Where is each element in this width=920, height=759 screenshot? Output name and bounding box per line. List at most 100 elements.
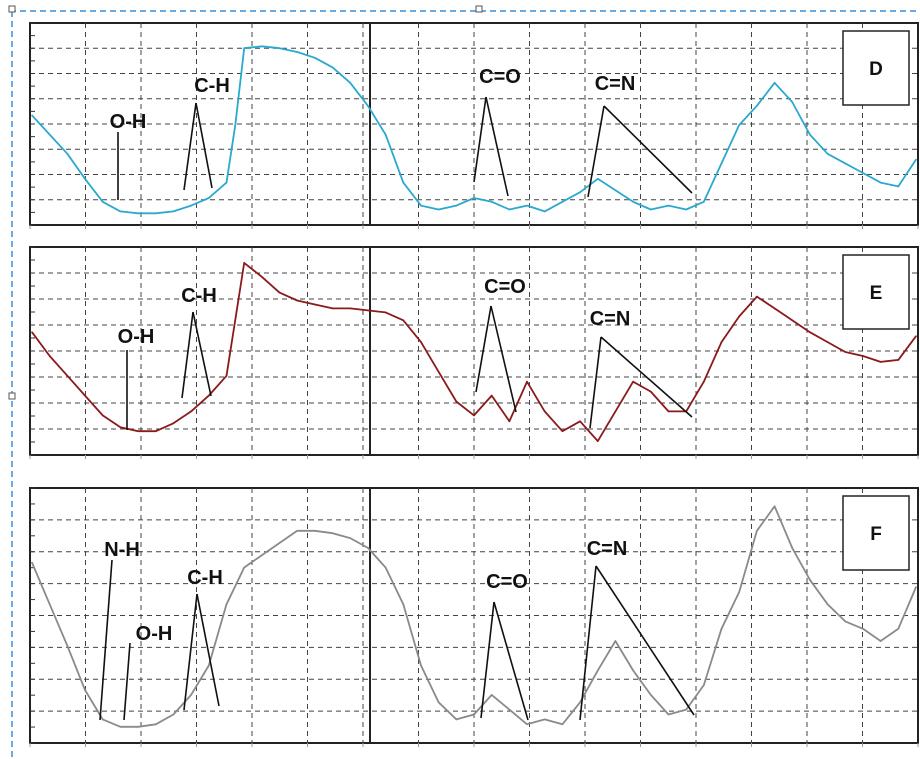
annotation-ch: C-H — [181, 285, 217, 399]
spectrum-point — [172, 713, 175, 716]
spectrum-point — [402, 181, 405, 184]
annotation-leader-line — [123, 642, 131, 721]
spectrum-point — [225, 181, 228, 184]
spectrum-point — [561, 723, 564, 726]
spectrum-point — [66, 374, 69, 377]
spectrum-point — [897, 627, 900, 630]
spectrum-point — [543, 410, 546, 413]
spectrum-point — [596, 177, 599, 180]
spectrum-point — [314, 303, 316, 306]
spectrum-point — [632, 380, 634, 383]
spectrum-point — [650, 694, 652, 696]
spectrum-point — [367, 105, 369, 107]
spectrum-point — [791, 101, 794, 103]
spectrum-point — [278, 542, 281, 544]
spectrum-point — [243, 566, 245, 569]
spectrum-point — [526, 723, 528, 726]
spectrum-point — [738, 124, 740, 126]
spectrum-point — [137, 725, 139, 728]
annotation-label: C=N — [595, 73, 636, 95]
spectrum-point — [897, 359, 900, 361]
spectrum-point — [773, 505, 776, 508]
spectrum-point — [455, 718, 458, 721]
spectrum-point — [437, 208, 440, 211]
panel-label-box — [842, 495, 910, 571]
spectrum-point — [543, 718, 546, 721]
spectrum-point — [296, 529, 299, 532]
spectrum-point — [234, 124, 237, 126]
spectrum-point — [119, 426, 122, 429]
spectrum-point — [119, 210, 122, 213]
annotation-label: C-H — [194, 75, 230, 97]
resize-handle-left-middle[interactable] — [8, 392, 16, 400]
spectrum-point — [48, 355, 51, 357]
spectrum-point — [190, 694, 192, 696]
spectrum-point — [614, 189, 617, 192]
annotation-cn: C=N — [587, 73, 693, 198]
spectrum-point — [225, 603, 228, 606]
spectrum-point — [773, 307, 776, 310]
spectrum-point — [738, 315, 740, 318]
spectrum-point — [826, 341, 829, 343]
annotation-label: C=O — [484, 276, 526, 298]
resize-handle-top-center[interactable] — [475, 5, 483, 13]
spectrum-point — [862, 627, 864, 630]
spectrum-point — [190, 410, 192, 413]
spectrum-point — [296, 299, 299, 302]
spectrum-point — [84, 689, 86, 691]
spectrum-point — [190, 204, 192, 207]
spectrum-point — [437, 371, 440, 373]
annotation-leader-line — [192, 311, 212, 397]
spectrum-point — [154, 430, 157, 433]
spectrum-point — [667, 713, 670, 716]
spectrum-point — [349, 307, 352, 310]
spectrum-point — [720, 341, 723, 343]
spectrum-point — [261, 554, 263, 557]
spectrum-point — [154, 723, 157, 726]
spectrum-point — [278, 291, 281, 294]
annotation-leader-line — [475, 305, 492, 393]
spectrum-point — [508, 208, 511, 211]
annotation-co: C=O — [473, 66, 521, 197]
annotation-leader-line — [490, 305, 517, 413]
spectrum-point — [331, 66, 334, 69]
spectrum-point — [543, 210, 546, 213]
annotation-leader-line — [181, 311, 194, 399]
spectrum-point — [879, 640, 882, 642]
spectrum-point — [331, 307, 334, 310]
spectrum-point — [844, 620, 847, 623]
spectrum-point — [208, 664, 210, 667]
spectrum-point — [809, 133, 811, 136]
spectrum-point — [225, 374, 228, 377]
spectrum-point — [844, 351, 847, 353]
spectrum-point — [101, 201, 104, 203]
spectrum-point — [243, 262, 245, 264]
spectrum-point — [314, 529, 316, 532]
spectrum-point — [31, 114, 33, 117]
spectrum-point — [66, 153, 69, 155]
spectrum-point — [402, 319, 405, 322]
spectrum-point — [650, 208, 652, 211]
spectrum-point — [101, 414, 104, 417]
spectrum-point — [756, 105, 758, 107]
spectrum-point — [685, 708, 687, 711]
spectrum-point — [154, 212, 157, 215]
annotation-label: N-H — [104, 539, 140, 561]
annotation-leader-line — [589, 336, 602, 429]
resize-handle-top-left[interactable] — [8, 5, 16, 13]
spectrum-point — [703, 684, 705, 686]
spectrum-point — [473, 414, 475, 417]
spectrum-point — [48, 603, 51, 606]
spectrum-point — [384, 566, 387, 569]
spectrum-point — [48, 133, 51, 136]
annotation-label: C=O — [486, 571, 528, 593]
annotation-ch: C-H — [183, 567, 223, 711]
spectrum-point — [879, 181, 882, 184]
panel-label: D — [869, 59, 883, 80]
spectrum-point — [685, 208, 687, 211]
annotation-cn: C=N — [579, 538, 695, 721]
annotation-co: C=O — [480, 571, 529, 721]
spectrum-point — [473, 713, 475, 716]
spectrum-point — [809, 331, 811, 334]
